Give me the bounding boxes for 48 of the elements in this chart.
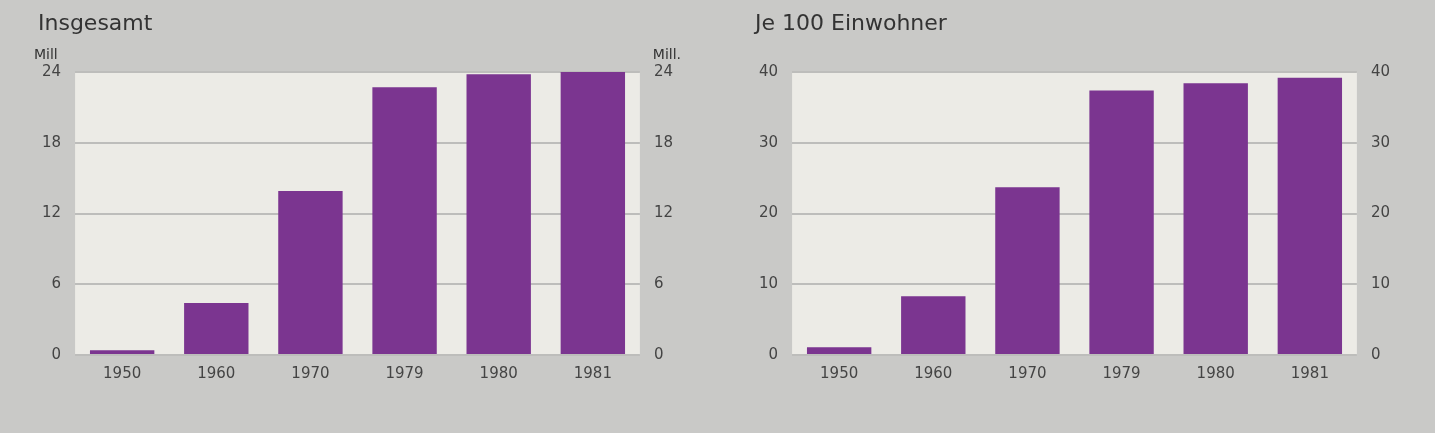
chart-title: Insgesamt bbox=[38, 10, 153, 35]
x-tick-label: 1979 bbox=[1102, 363, 1141, 382]
x-tick-label: 1970 bbox=[1008, 363, 1047, 382]
y-tick-label: 20 bbox=[758, 203, 779, 222]
x-tick-label: 1980 bbox=[479, 363, 518, 382]
x-tick-label: 1950 bbox=[103, 363, 142, 382]
y-tick-label: 40 bbox=[758, 61, 779, 80]
y-tick-label: 18 bbox=[41, 132, 62, 151]
y2-tick-label: 12 bbox=[653, 203, 674, 222]
x-tick-label: 1960 bbox=[914, 363, 953, 382]
y2-tick-label: 40 bbox=[1370, 61, 1391, 80]
y2-tick-label: 10 bbox=[1370, 274, 1391, 293]
x-tick-label: 1981 bbox=[1290, 363, 1329, 382]
bar bbox=[806, 347, 872, 354]
x-tick-label: 1979 bbox=[385, 363, 424, 382]
y-tick-label: 30 bbox=[758, 132, 779, 151]
bar bbox=[1089, 90, 1154, 354]
x-tick-label: 1960 bbox=[197, 363, 236, 382]
y2-tick-label: 24 bbox=[653, 61, 674, 80]
bar bbox=[1277, 77, 1343, 354]
bar bbox=[372, 87, 437, 354]
bar bbox=[466, 74, 531, 354]
y-tick-label: 12 bbox=[41, 203, 62, 222]
y2-axis-title: Mill. bbox=[652, 45, 681, 62]
y-axis-title: Mill bbox=[34, 45, 58, 62]
y-tick-label: 10 bbox=[758, 274, 779, 293]
y2-tick-label: 30 bbox=[1370, 132, 1391, 151]
x-tick-label: 1981 bbox=[573, 363, 612, 382]
x-tick-label: 1970 bbox=[291, 363, 330, 382]
chart-title: Je 100 Einwohner bbox=[755, 10, 947, 35]
y-tick-label: 0 bbox=[51, 344, 62, 363]
bar bbox=[184, 303, 249, 354]
y2-tick-label: 20 bbox=[1370, 203, 1391, 222]
x-tick-label: 1950 bbox=[820, 363, 859, 382]
bar bbox=[995, 187, 1060, 354]
y-tick-label: 0 bbox=[768, 344, 779, 363]
y-tick-label: 24 bbox=[41, 61, 62, 80]
y2-tick-label: 6 bbox=[653, 274, 664, 293]
bar bbox=[901, 296, 966, 354]
y-tick-label: 6 bbox=[51, 274, 62, 293]
y2-tick-label: 18 bbox=[653, 132, 674, 151]
y2-tick-label: 0 bbox=[653, 344, 664, 363]
bar bbox=[560, 72, 626, 354]
bar bbox=[278, 191, 343, 354]
y2-tick-label: 0 bbox=[1370, 344, 1381, 363]
bar bbox=[1183, 83, 1248, 354]
bar bbox=[89, 350, 155, 354]
x-tick-label: 1980 bbox=[1196, 363, 1235, 382]
